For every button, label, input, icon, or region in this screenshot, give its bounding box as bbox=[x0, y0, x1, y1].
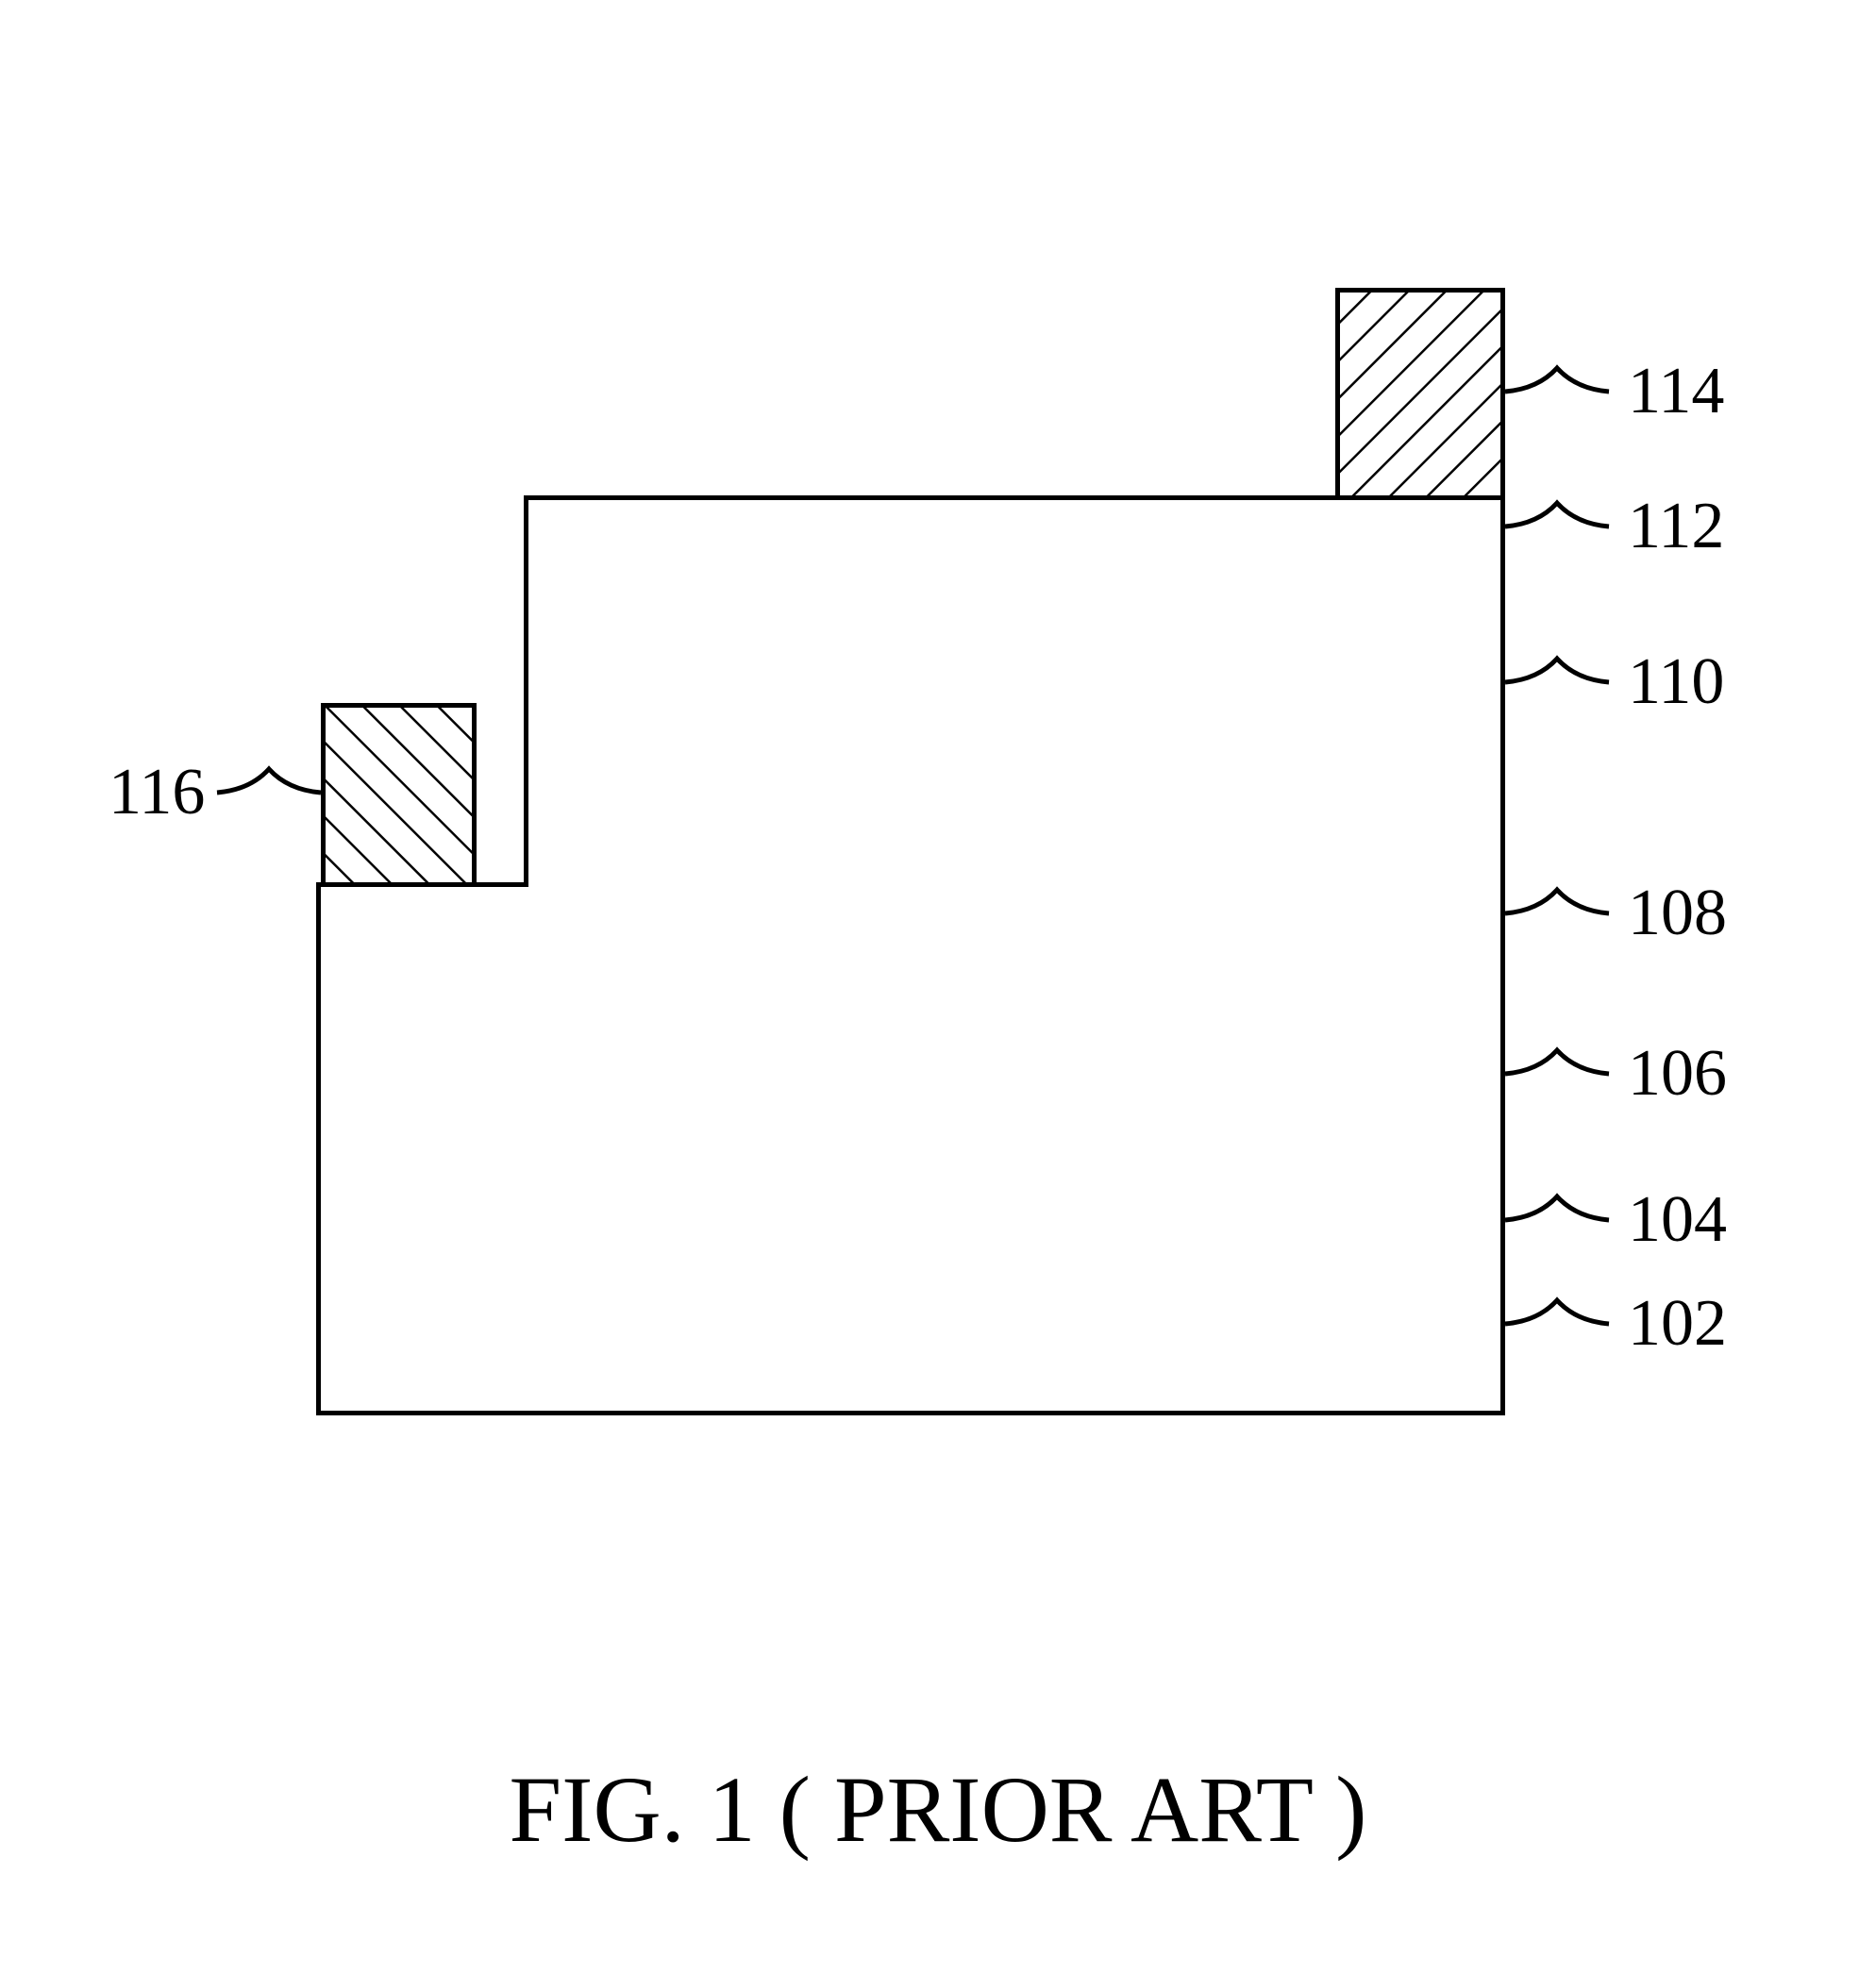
layer-104 bbox=[316, 1203, 1505, 1279]
layer-112 bbox=[524, 495, 1505, 609]
figure-caption: FIG. 1 ( PRIOR ART ) bbox=[0, 1755, 1876, 1864]
label-108: 108 bbox=[1628, 876, 1727, 951]
layer-108-join-mask bbox=[528, 880, 1500, 889]
layer-108-upper bbox=[524, 807, 1505, 887]
label-110: 110 bbox=[1628, 644, 1724, 720]
layer-106 bbox=[316, 991, 1505, 1208]
label-104: 104 bbox=[1628, 1182, 1727, 1258]
right-leaders bbox=[1505, 283, 1628, 1415]
electrode-114 bbox=[1335, 288, 1505, 500]
layer-110 bbox=[524, 604, 1505, 811]
label-114: 114 bbox=[1628, 354, 1724, 429]
label-112: 112 bbox=[1628, 489, 1724, 564]
layer-108-lower bbox=[316, 882, 1505, 995]
figure-canvas: 114 112 110 108 106 104 102 116 FIG. 1 (… bbox=[0, 0, 1876, 1974]
label-106: 106 bbox=[1628, 1036, 1727, 1112]
label-102: 102 bbox=[1628, 1286, 1727, 1362]
label-116: 116 bbox=[109, 755, 205, 830]
left-leader-116 bbox=[217, 764, 321, 821]
electrode-116 bbox=[321, 703, 477, 887]
layer-102 bbox=[316, 1274, 1505, 1415]
